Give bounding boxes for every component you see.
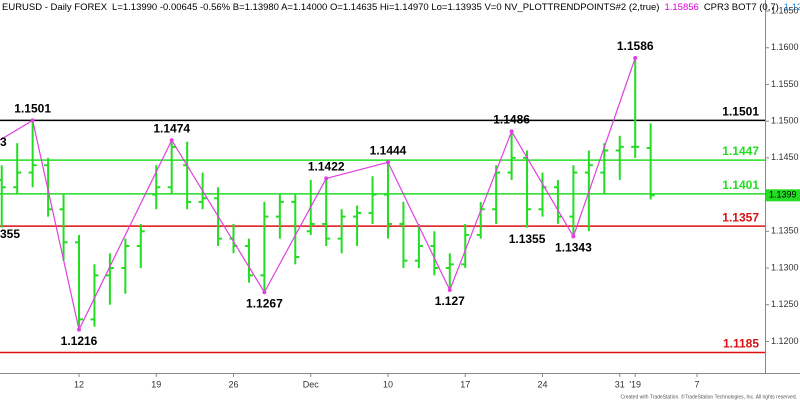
pivot-label: 1.1216 <box>61 334 98 348</box>
y-tick-label: 1.1250 <box>771 299 799 309</box>
x-tick-label: 24 <box>537 379 547 389</box>
zigzag-segment <box>326 161 389 180</box>
zigzag-point <box>509 129 514 134</box>
zigzag-point <box>447 288 452 293</box>
pivot-label: 1.1486 <box>493 113 530 127</box>
annotation: 3 <box>0 135 7 149</box>
zigzag-point <box>386 160 390 165</box>
y-tick-label: 1.1650 <box>771 5 799 15</box>
last-price-label: 1.1399 <box>769 190 797 200</box>
point-label: 1.1355 <box>509 232 546 246</box>
y-tick-label: 1.1550 <box>771 79 799 89</box>
x-tick-label: 12 <box>74 379 84 389</box>
zigzag-segment <box>32 120 80 330</box>
header-part: CPR3 BOT7 (0,7) <box>704 2 779 13</box>
zigzag-point <box>77 327 81 332</box>
y-tick-label: 1.1350 <box>771 226 799 236</box>
plot-area <box>0 56 765 354</box>
pivot-label: 1.1586 <box>617 39 654 53</box>
pivot-label: 1.1501 <box>14 102 51 116</box>
pivot-label: 1.1444 <box>370 143 407 157</box>
x-tick-label: 31 <box>615 379 625 389</box>
zigzag-segment <box>263 178 327 293</box>
header-part: 1.12670 <box>784 2 800 13</box>
header-part: L=1.13990 -0.00645 -0.56% B=1.13980 A=1.… <box>112 2 659 13</box>
x-tick-label: 17 <box>460 379 470 389</box>
pivot-label: 1.127 <box>435 294 465 308</box>
zigzag-segment <box>511 131 574 237</box>
y-tick-label: 1.1450 <box>771 152 799 162</box>
pivot-label: 1.1267 <box>246 296 283 310</box>
x-tick-label: Dec <box>303 379 320 389</box>
pivot-label: 1.1474 <box>153 121 190 135</box>
zigzag-segment <box>171 139 265 293</box>
zigzag-segment <box>572 57 636 237</box>
header-part: 1.15856 <box>664 2 698 13</box>
zigzag-point <box>262 290 267 295</box>
zigzag-lead <box>0 119 33 141</box>
last-price-box <box>766 189 800 202</box>
header-part: EURUSD - Daily FOREX <box>2 2 108 13</box>
y-tick-label: 1.1500 <box>771 116 799 126</box>
zigzag-point <box>169 138 174 143</box>
y-tick-label: 1.1600 <box>771 42 799 52</box>
zigzag-segment <box>449 131 513 291</box>
x-tick-label: 10 <box>383 379 393 389</box>
level-label: 1.1357 <box>722 210 759 224</box>
zigzag-segment <box>78 139 173 330</box>
x-tick-label: '19 <box>629 379 641 389</box>
zigzag-point <box>571 234 576 239</box>
x-tick-label: 26 <box>228 379 238 389</box>
pivot-label: 1.1343 <box>555 241 592 255</box>
header: EURUSD - Daily FOREX L=1.13990 -0.00645 -… <box>2 2 800 13</box>
pivot-label: 1.1422 <box>308 160 345 174</box>
zigzag-point <box>633 56 638 61</box>
level-label: 1.1401 <box>722 178 759 192</box>
x-tick-label: 7 <box>694 379 699 389</box>
level-label: 1.1501 <box>722 105 759 119</box>
zigzag-segment <box>387 162 451 291</box>
level-label: 1.1185 <box>723 337 759 351</box>
y-tick-label: 1.1300 <box>771 262 799 272</box>
x-tick-label: 19 <box>151 379 161 389</box>
level-label: 1.1447 <box>722 144 759 158</box>
y-tick-label: 1.1200 <box>771 336 799 346</box>
footer: Created with TradeStation. ©TradeStation… <box>620 393 797 400</box>
annotation: 355 <box>0 227 20 241</box>
zigzag-point <box>324 176 329 181</box>
